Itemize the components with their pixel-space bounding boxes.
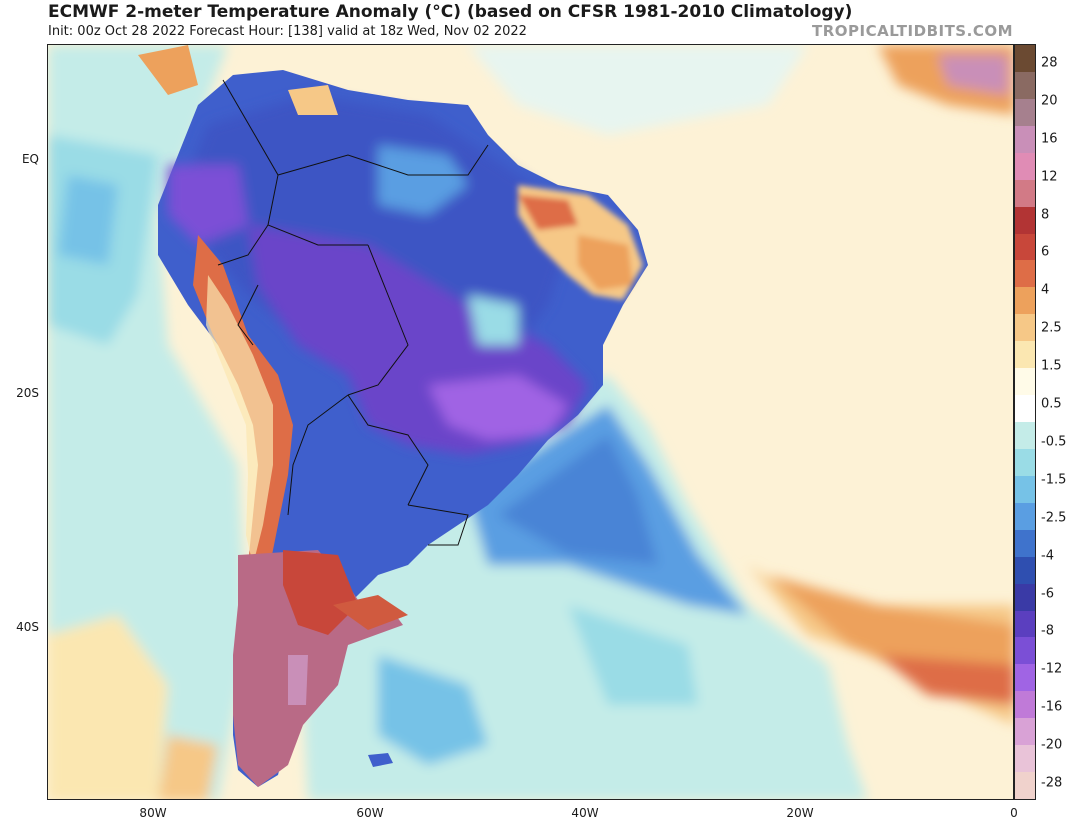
color-scale-segment: [1015, 287, 1035, 315]
color-scale-label: 20: [1041, 93, 1058, 109]
color-scale-segment: [1015, 718, 1035, 746]
color-scale-segment: [1015, 152, 1035, 181]
color-scale-label: 4: [1041, 282, 1050, 298]
color-scale-label: -2.5: [1041, 510, 1067, 526]
color-scale-segment: [1015, 71, 1035, 100]
lon-label-20w: 20W: [786, 806, 814, 820]
color-scale-label: 1.5: [1041, 358, 1062, 374]
lon-label-60w: 60W: [356, 806, 384, 820]
color-scale-label: -6: [1041, 586, 1054, 602]
color-scale-label: 0.5: [1041, 396, 1062, 412]
south-america-land: [138, 45, 648, 787]
color-scale-segment: [1015, 125, 1035, 154]
color-scale-bar: [1014, 44, 1036, 800]
color-scale-segment: [1015, 529, 1035, 558]
color-scale-segment: [1015, 610, 1035, 638]
color-scale-label: -20: [1041, 737, 1063, 753]
lat-label-20s: 20S: [16, 386, 39, 400]
color-scale-label: -28: [1041, 775, 1063, 791]
map-canvas: [48, 45, 1013, 799]
color-scale-segment: [1015, 233, 1035, 261]
color-scale-label: -1.5: [1041, 472, 1067, 488]
color-scale-label: -0.5: [1041, 434, 1067, 450]
color-scale-label: -12: [1041, 661, 1063, 677]
color-scale-label: 6: [1041, 244, 1050, 260]
color-scale-segment: [1015, 502, 1035, 531]
color-scale-segment: [1015, 341, 1035, 369]
color-scale-segment: [1015, 422, 1035, 450]
color-scale-label: -8: [1041, 623, 1054, 639]
color-scale-segment: [1015, 260, 1035, 288]
color-scale-segment: [1015, 179, 1035, 208]
map-subtitle: Init: 00z Oct 28 2022 Forecast Hour: [13…: [48, 24, 527, 39]
color-scale-segment: [1015, 368, 1035, 396]
color-scale-segment: [1015, 772, 1035, 800]
color-scale-segment: [1015, 206, 1035, 234]
color-scale-segment: [1015, 98, 1035, 127]
color-scale-segment: [1015, 691, 1035, 719]
color-scale-label: 2.5: [1041, 320, 1062, 336]
color-scale-label: -16: [1041, 699, 1063, 715]
color-scale-segment: [1015, 448, 1035, 477]
color-scale-label: 12: [1041, 169, 1058, 185]
color-scale-segment: [1015, 664, 1035, 692]
temperature-anomaly-map[interactable]: [47, 44, 1014, 800]
color-scale-label: 28: [1041, 55, 1058, 71]
country-borders: [217, 79, 489, 546]
color-scale-segment: [1015, 556, 1035, 585]
color-scale-label: 8: [1041, 207, 1050, 223]
color-scale-segment: [1015, 637, 1035, 665]
lon-label-0: 0: [1010, 806, 1018, 820]
map-title: ECMWF 2-meter Temperature Anomaly (°C) (…: [48, 2, 853, 22]
color-scale-segment: [1015, 314, 1035, 342]
color-scale-segment: [1015, 583, 1035, 611]
lon-label-40w: 40W: [571, 806, 599, 820]
color-scale-segment: [1015, 395, 1035, 423]
color-scale-segment: [1015, 745, 1035, 773]
color-scale-label: -4: [1041, 548, 1054, 564]
color-scale-label: 16: [1041, 131, 1058, 147]
color-scale-segment: [1015, 45, 1035, 73]
brand-watermark[interactable]: TROPICALTIDBITS.COM: [812, 22, 1013, 40]
lon-label-80w: 80W: [139, 806, 167, 820]
color-scale-segment: [1015, 475, 1035, 504]
lat-label-40s: 40S: [16, 620, 39, 634]
lat-label-eq: EQ: [21, 152, 39, 166]
